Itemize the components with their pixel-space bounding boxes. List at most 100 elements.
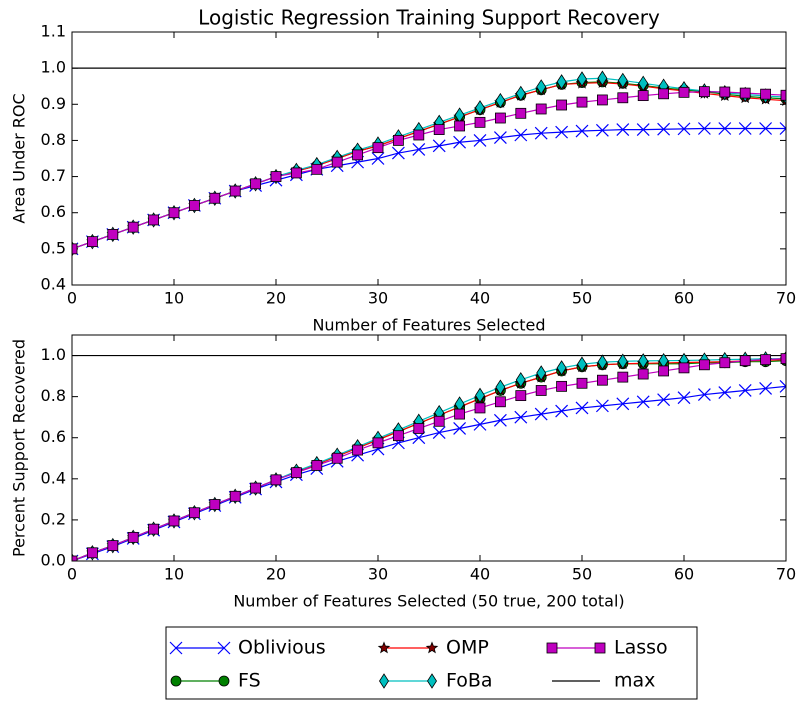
y-tick-label: 0.6 [41, 427, 66, 446]
marker [597, 374, 608, 386]
marker [169, 641, 183, 655]
plot-area [72, 67, 786, 257]
marker [556, 74, 567, 90]
marker [678, 86, 690, 98]
marker [780, 89, 786, 101]
marker [597, 70, 608, 87]
legend-label: FS [238, 670, 261, 692]
marker [495, 92, 506, 109]
marker [617, 371, 629, 383]
marker [760, 88, 771, 100]
y-tick-label: 0.4 [41, 275, 66, 294]
marker [209, 499, 221, 510]
marker [475, 100, 485, 116]
marker [536, 79, 547, 95]
marker [425, 641, 439, 654]
marker [72, 555, 78, 561]
marker [72, 243, 78, 255]
marker [515, 85, 526, 102]
marker [556, 99, 567, 111]
marker [352, 444, 364, 456]
marker [638, 353, 649, 369]
marker [352, 149, 364, 161]
marker [453, 135, 467, 149]
marker [474, 402, 486, 414]
legend-label: Lasso [614, 637, 668, 659]
x-tick-label: 20 [266, 565, 286, 584]
marker [412, 143, 426, 156]
marker [514, 410, 528, 424]
marker [168, 515, 180, 527]
marker [657, 393, 671, 407]
x-tick-label: 40 [470, 289, 490, 308]
marker [379, 673, 389, 689]
marker [637, 368, 649, 380]
marker [493, 131, 507, 144]
x-tick-label: 50 [572, 565, 592, 584]
x-tick-label: 40 [470, 565, 490, 584]
y-tick-label: 0.4 [41, 468, 66, 487]
series-line [72, 358, 786, 561]
marker [475, 387, 485, 404]
marker [87, 547, 98, 559]
marker [107, 540, 119, 551]
marker [433, 415, 445, 427]
marker [372, 437, 384, 449]
marker [454, 408, 466, 420]
marker [718, 386, 732, 399]
marker [427, 673, 437, 689]
marker [250, 482, 262, 494]
marker [697, 122, 711, 135]
marker [595, 123, 609, 137]
marker [229, 490, 241, 502]
marker [188, 507, 200, 519]
series-line [72, 81, 786, 250]
y-tick-label: 0.5 [41, 238, 66, 257]
series-line [72, 77, 786, 250]
marker [555, 125, 569, 139]
marker [377, 641, 391, 654]
series-line [72, 81, 786, 250]
marker [738, 384, 752, 397]
x-tick-label: 70 [776, 289, 796, 308]
marker [718, 122, 732, 135]
x-tick-label: 50 [572, 289, 592, 308]
marker [658, 88, 669, 100]
y-tick-label: 0.2 [41, 509, 66, 528]
marker [515, 390, 527, 402]
series-line [72, 127, 786, 250]
marker [331, 156, 343, 168]
marker [495, 379, 506, 395]
x-tick-label: 30 [368, 565, 388, 584]
marker [413, 423, 425, 434]
marker [677, 122, 691, 136]
marker [617, 92, 629, 104]
marker [311, 163, 323, 175]
marker [616, 123, 630, 137]
marker [535, 103, 547, 115]
marker [577, 71, 587, 87]
y-tick-label: 1.1 [41, 22, 66, 41]
marker [719, 357, 731, 369]
marker [290, 467, 302, 479]
marker [127, 221, 139, 233]
marker [331, 452, 343, 464]
marker [371, 152, 385, 165]
marker [576, 96, 588, 108]
y-axis-label: Area Under ROC [10, 93, 29, 223]
marker [576, 377, 588, 389]
marker [597, 354, 608, 370]
marker [760, 354, 771, 366]
marker [577, 356, 587, 372]
legend-label: FoBa [446, 670, 493, 692]
marker [473, 417, 487, 431]
marker [494, 112, 506, 124]
marker [372, 142, 384, 154]
marker [535, 385, 547, 396]
y-tick-label: 1.0 [41, 58, 66, 77]
chart-title: Logistic Regression Training Support Rec… [198, 6, 660, 30]
x-tick-label: 0 [67, 565, 77, 584]
marker [779, 379, 786, 393]
y-tick-label: 0.8 [41, 386, 66, 405]
marker [218, 675, 230, 687]
